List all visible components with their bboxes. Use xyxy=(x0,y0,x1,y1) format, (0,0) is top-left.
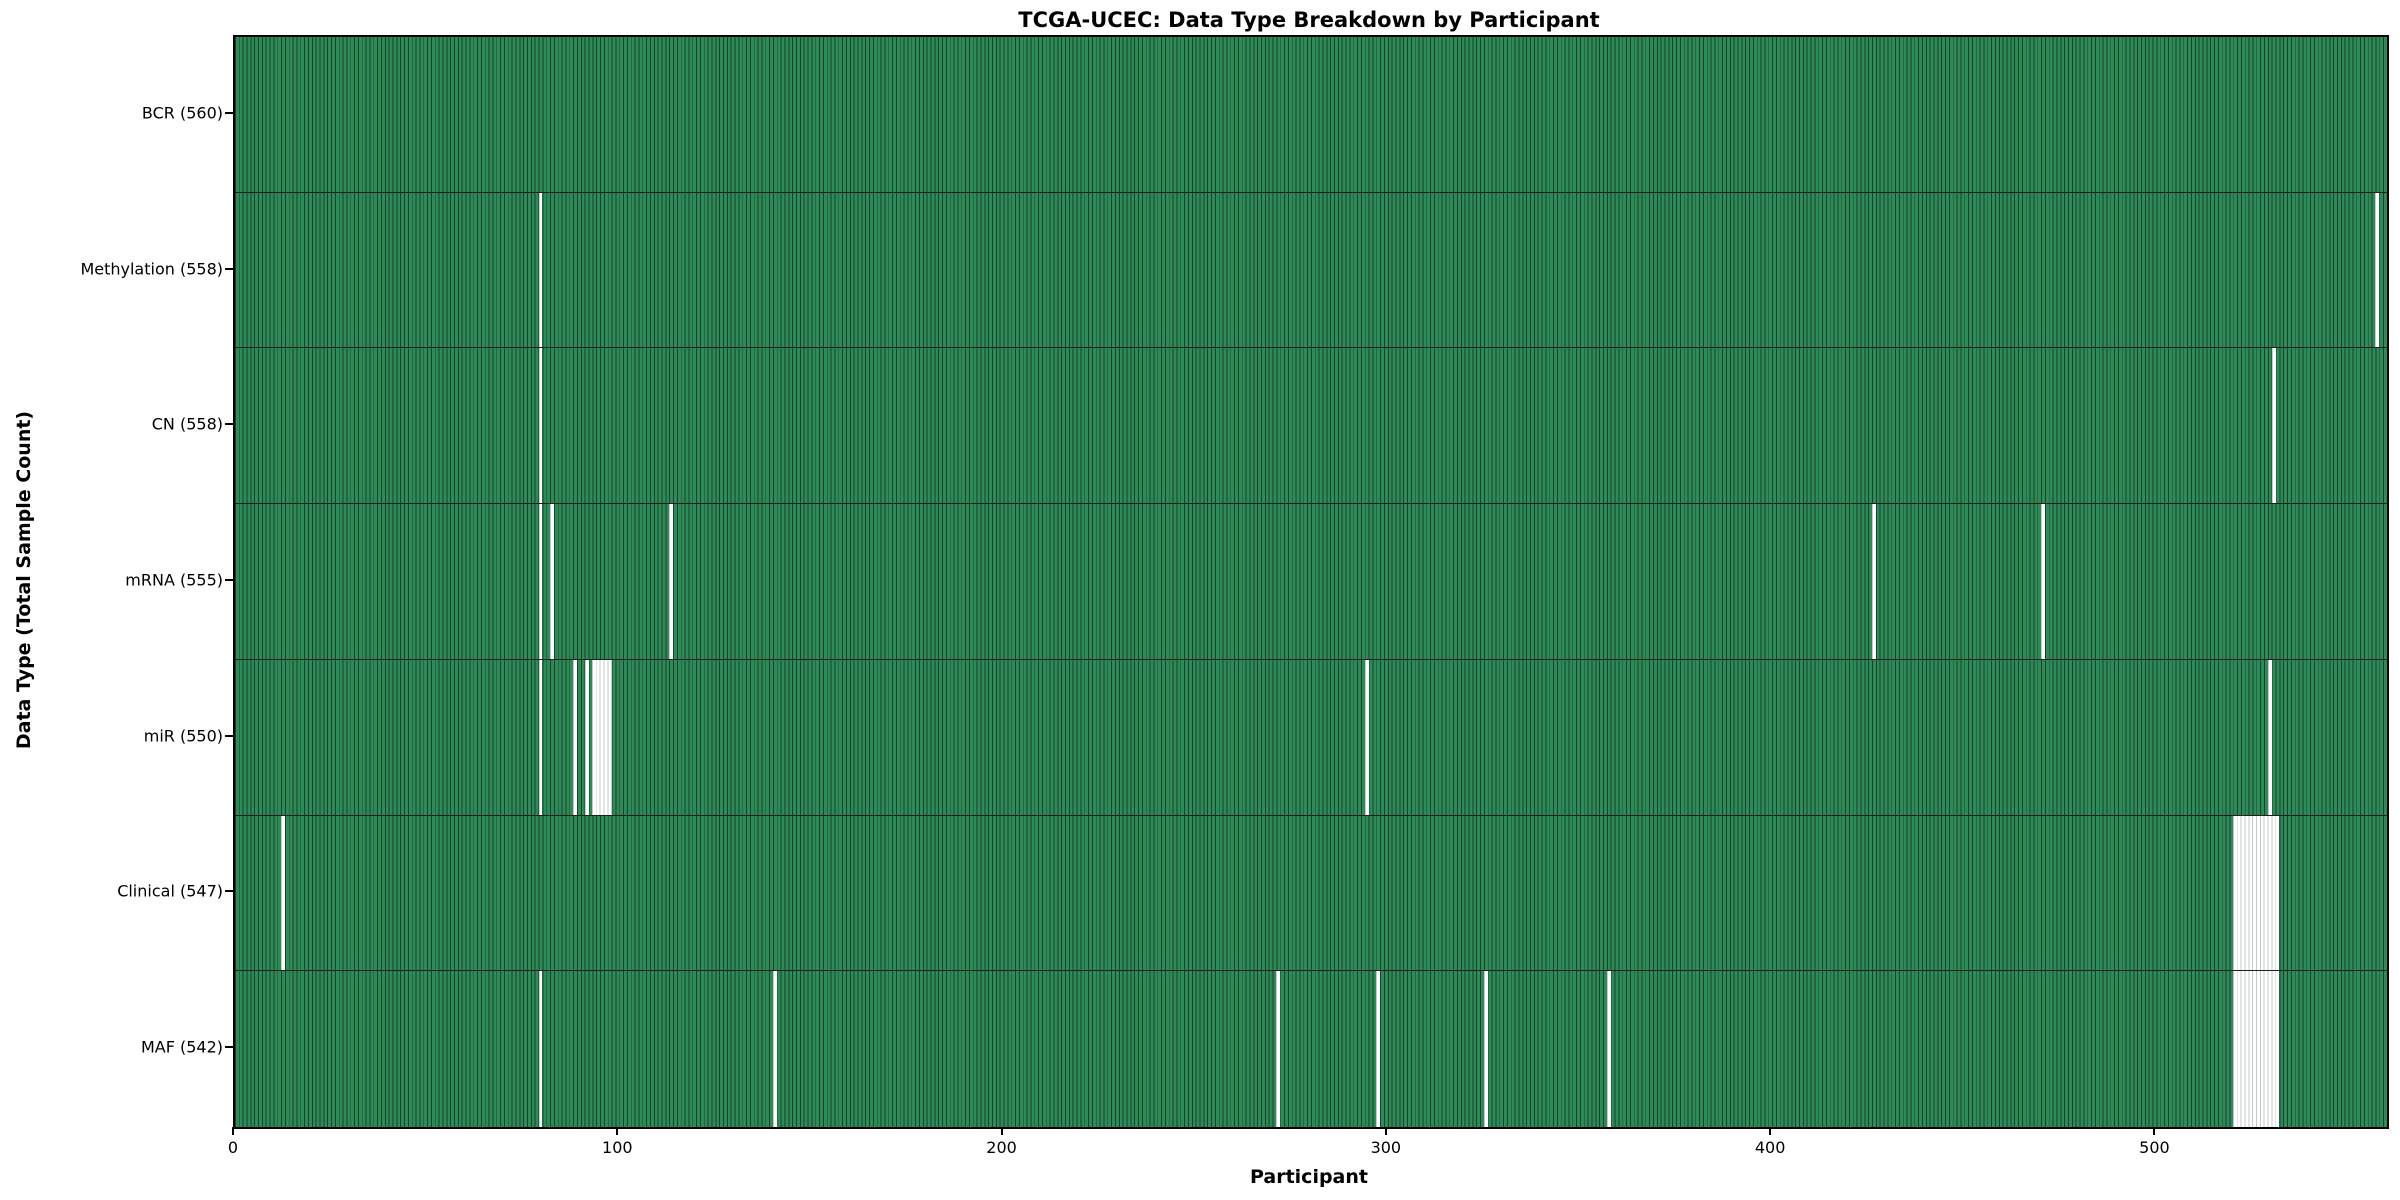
y-tick-mark-cn xyxy=(225,423,233,426)
y-tick-label-cn: CN (558) xyxy=(151,414,223,434)
absent-gap-mir-91 xyxy=(584,659,589,815)
row-band-maf xyxy=(235,971,2387,1127)
absent-gap-methylation-79 xyxy=(538,192,543,348)
x-tick-mark-500 xyxy=(2153,1127,2156,1135)
absent-gap-maf-140 xyxy=(773,971,777,1127)
absent-gap-mir-294 xyxy=(1364,659,1369,815)
absent-gap-maf-271 xyxy=(1276,971,1281,1127)
x-tick-label-300: 300 xyxy=(1370,1138,1402,1157)
x-tick-mark-200 xyxy=(1000,1127,1003,1135)
absent-gap-mrna-426 xyxy=(1872,504,1876,659)
y-tick-mark-clinical xyxy=(225,890,233,893)
absent-gap-mrna-470 xyxy=(2041,504,2045,659)
x-tick-mark-100 xyxy=(616,1127,619,1135)
row-band-bcr xyxy=(235,37,2387,193)
row-band-clinical xyxy=(235,815,2387,972)
y-tick-label-methylation: Methylation (558) xyxy=(80,259,223,279)
row-band-mrna xyxy=(235,504,2387,660)
absent-gap-maf-79 xyxy=(538,971,543,1127)
chart-title: TCGA-UCEC: Data Type Breakdown by Partic… xyxy=(1018,8,1600,32)
y-tick-label-bcr: BCR (560) xyxy=(141,103,223,123)
absent-gap-mir-93 xyxy=(592,659,612,815)
x-tick-mark-400 xyxy=(1769,1127,1772,1135)
y-tick-label-mrna: mRNA (555) xyxy=(125,570,223,590)
y-tick-mark-bcr xyxy=(225,111,233,114)
y-tick-label-mir: miR (550) xyxy=(143,726,223,746)
absent-gap-mrna-113 xyxy=(669,504,674,659)
row-band-mir xyxy=(235,659,2387,816)
absent-gap-mir-529 xyxy=(2267,659,2272,815)
y-tick-mark-methylation xyxy=(225,267,233,270)
y-tick-label-clinical: Clinical (547) xyxy=(117,881,223,901)
absent-gap-maf-297 xyxy=(1376,971,1381,1127)
absent-gap-mir-79 xyxy=(538,659,543,815)
x-tick-label-200: 200 xyxy=(986,1138,1017,1157)
absent-gap-maf-325 xyxy=(1483,971,1488,1127)
absent-gap-cn-79 xyxy=(538,348,543,504)
row-band-methylation xyxy=(235,192,2387,349)
absent-gap-clinical-520 xyxy=(2233,815,2280,971)
x-tick-label-500: 500 xyxy=(2139,1138,2170,1157)
x-tick-mark-0 xyxy=(232,1127,234,1135)
x-axis-label: Participant xyxy=(1249,1166,1368,1188)
absent-gap-cn-530 xyxy=(2271,348,2276,504)
plot-rows-container xyxy=(235,37,2387,1127)
row-band-cn xyxy=(235,348,2387,505)
absent-gap-mrna-79 xyxy=(538,504,543,659)
absent-gap-clinical-12 xyxy=(281,815,285,971)
absent-gap-mir-88 xyxy=(573,659,577,815)
absent-gap-methylation-557 xyxy=(2375,192,2380,348)
plot-area: Present Absent xyxy=(233,35,2389,1129)
y-tick-label-maf: MAF (542) xyxy=(140,1037,223,1057)
y-tick-mark-mrna xyxy=(225,579,233,581)
x-tick-mark-300 xyxy=(1384,1127,1387,1135)
absent-gap-maf-520 xyxy=(2233,971,2280,1127)
absent-gap-maf-357 xyxy=(1606,971,1611,1127)
x-tick-label-0: 0 xyxy=(227,1138,239,1157)
absent-gap-mrna-82 xyxy=(550,504,554,659)
x-tick-label-400: 400 xyxy=(1754,1138,1786,1157)
y-tick-mark-mir xyxy=(225,734,233,737)
x-tick-label-100: 100 xyxy=(602,1138,633,1157)
y-tick-mark-maf xyxy=(225,1046,233,1049)
